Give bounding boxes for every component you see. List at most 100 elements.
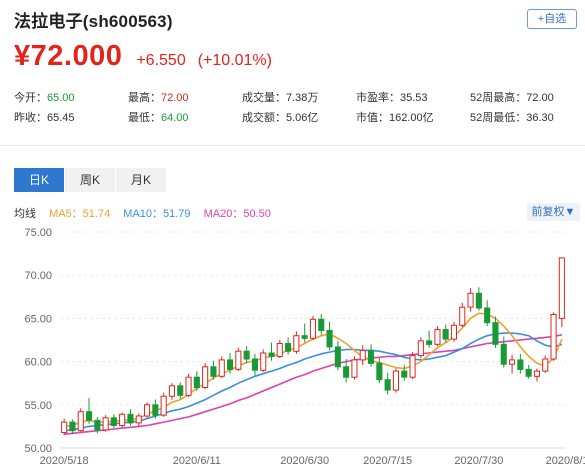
candle-body: [152, 404, 159, 416]
x-tick-label: 2020/7/30: [454, 455, 503, 467]
stat-open: 今开：65.00: [14, 92, 75, 104]
section-divider: [0, 145, 585, 146]
candle-body: [442, 329, 449, 340]
candle-body: [384, 379, 391, 391]
candle-body: [127, 413, 134, 424]
candle-body: [417, 340, 424, 357]
candle-body: [185, 376, 192, 396]
stat-52w-low: 52周最低：36.30: [470, 112, 554, 124]
ma10-line: [64, 332, 563, 432]
candle-body: [77, 411, 84, 432]
price-change-percent: (+10.01%): [197, 52, 272, 69]
candle-body: [475, 292, 482, 309]
stat-low: 最低：64.00: [128, 112, 189, 124]
period-tabs: 日K 周K 月K: [14, 168, 167, 192]
candle-body: [550, 314, 557, 360]
x-tick-label: 2020/6/30: [280, 455, 329, 467]
candle-body: [392, 370, 399, 391]
candle-body: [376, 362, 383, 381]
tab-weekly-k[interactable]: 周K: [65, 168, 115, 192]
candle-body: [309, 318, 316, 339]
candle-body: [484, 307, 491, 324]
candle-body: [193, 376, 200, 389]
add-to-watchlist-button[interactable]: +自选: [527, 9, 577, 29]
candle-body: [368, 349, 375, 364]
ma20-value: MA20：50.50: [203, 208, 271, 220]
candle-body: [426, 340, 433, 345]
stat-high: 最高：72.00: [128, 92, 189, 104]
ma20-line: [64, 334, 563, 435]
stats-row-2: 昨收：65.45 最低：64.00 成交额：5.06亿 市值：162.00亿 5…: [14, 109, 584, 129]
candle-body: [401, 370, 408, 378]
candle-body: [268, 352, 275, 357]
stat-market-cap: 市值：162.00亿: [356, 112, 434, 124]
candle-body: [285, 343, 292, 352]
candle-body: [110, 417, 117, 427]
ma-legend: 均线 MA5：51.74 MA10：51.79 MA20：50.50: [14, 205, 281, 221]
stats-row-1: 今开：65.00 最高：72.00 成交量：7.38万 市盈率：35.53 52…: [14, 89, 584, 109]
candle-body: [525, 368, 532, 377]
stat-52w-high: 52周最高：72.00: [470, 92, 554, 104]
stock-title: 法拉电子(sh600563): [14, 12, 173, 31]
candle-body: [61, 421, 68, 434]
stat-prev-close: 昨收：65.45: [14, 112, 75, 124]
candle-body: [359, 349, 366, 361]
candle-body: [318, 318, 325, 332]
candle-body: [177, 385, 184, 396]
candle-body: [251, 358, 258, 371]
candle-body: [218, 359, 225, 377]
candle-body: [467, 292, 474, 308]
candle-body: [94, 419, 101, 431]
price-row: ¥72.000 +6.550 (+10.01%): [14, 40, 272, 76]
ma5-value: MA5：51.74: [49, 208, 111, 220]
candle-body: [542, 358, 549, 372]
y-tick-label: 50.00: [24, 443, 52, 455]
kline-chart[interactable]: 75.00 70.00 65.00 60.00 55.00 50.00 2020/5/18 2…: [0, 222, 585, 474]
candle-body: [351, 359, 358, 378]
y-tick-label: 70.00: [24, 270, 52, 282]
candle-body: [459, 306, 466, 326]
candle-body: [69, 421, 76, 432]
candle-body: [343, 366, 350, 378]
candle-body: [301, 335, 308, 339]
x-tick-label: 2020/7/15: [363, 455, 412, 467]
candle-body: [500, 343, 507, 365]
current-price: ¥72.000: [14, 40, 123, 72]
candle-body: [517, 359, 524, 370]
candle-body: [293, 335, 300, 352]
price-change: +6.550: [136, 52, 186, 69]
stat-volume: 成交量：7.38万: [242, 92, 319, 104]
candle-body: [210, 366, 217, 377]
stats-panel: 今开：65.00 最高：72.00 成交量：7.38万 市盈率：35.53 52…: [14, 89, 584, 129]
candle-body: [450, 324, 457, 340]
candle-body: [86, 411, 93, 421]
stat-pe: 市盈率：35.53: [356, 92, 428, 104]
candle-body: [260, 352, 267, 371]
candle-body: [409, 355, 416, 378]
candle-body: [102, 417, 109, 431]
tab-monthly-k[interactable]: 月K: [116, 168, 166, 192]
price-adjust-dropdown[interactable]: 前复权▼: [527, 203, 580, 221]
candle-body: [135, 415, 142, 424]
candle-body: [276, 343, 283, 357]
candle-body: [509, 359, 516, 365]
candle-body: [326, 330, 333, 348]
candle-body: [558, 257, 565, 319]
candle-body: [334, 346, 341, 368]
candle-body: [168, 385, 175, 397]
candle-body: [434, 329, 441, 345]
candle-body: [202, 366, 209, 389]
x-tick-label: 2020/6/11: [173, 455, 221, 467]
x-tick-label: 2020/8/14: [546, 455, 585, 467]
ma-label: 均线: [14, 208, 36, 220]
candle-body: [235, 350, 242, 370]
tab-daily-k[interactable]: 日K: [14, 168, 64, 192]
y-tick-label: 60.00: [24, 357, 52, 369]
candle-body: [119, 413, 126, 427]
candle-body: [492, 322, 499, 345]
candle-body: [227, 359, 234, 370]
candle-body: [533, 370, 541, 377]
stat-turnover: 成交额：5.06亿: [242, 112, 319, 124]
y-tick-label: 75.00: [24, 227, 52, 239]
